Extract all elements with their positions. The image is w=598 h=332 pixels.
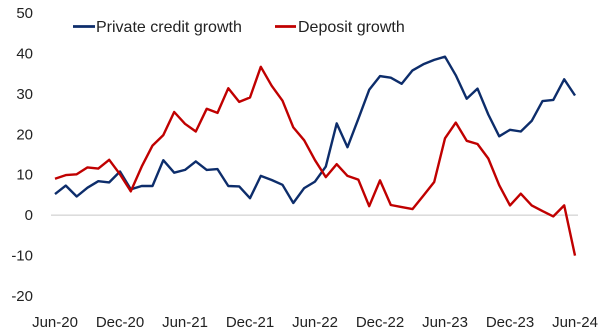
series-line-private-credit-growth	[54, 55, 576, 205]
legend: Private credit growth Deposit growth	[73, 19, 405, 36]
legend-label-deposit-growth: Deposit growth	[298, 19, 405, 36]
axis-labels: -20 -10 0 10 20 30 40 50 Jun-20 Dec-20 Jun-21 Dec-2…	[11, 5, 598, 331]
x-tick-label: Dec-23	[486, 314, 534, 331]
x-tick-label: Dec-22	[356, 314, 404, 331]
legend-label-private-credit-growth: Private credit growth	[96, 19, 242, 36]
y-tick-label: 30	[16, 86, 33, 103]
y-tick-label: 40	[16, 45, 33, 62]
x-tick-label: Dec-21	[226, 314, 274, 331]
y-tick-label: 0	[25, 207, 33, 224]
x-tick-label: Jun-21	[162, 314, 208, 331]
x-tick-label: Jun-23	[422, 314, 468, 331]
y-tick-label: 10	[16, 167, 33, 184]
series-line-deposit-growth	[54, 65, 577, 256]
y-tick-label: -20	[11, 288, 33, 305]
y-tick-label: 50	[16, 5, 33, 22]
y-tick-label: 20	[16, 126, 33, 143]
x-tick-label: Jun-22	[292, 314, 338, 331]
x-tick-label: Jun-24	[552, 314, 598, 331]
series-layer	[54, 55, 577, 256]
x-tick-label: Jun-20	[32, 314, 78, 331]
x-tick-label: Dec-20	[96, 314, 144, 331]
y-tick-label: -10	[11, 248, 33, 265]
